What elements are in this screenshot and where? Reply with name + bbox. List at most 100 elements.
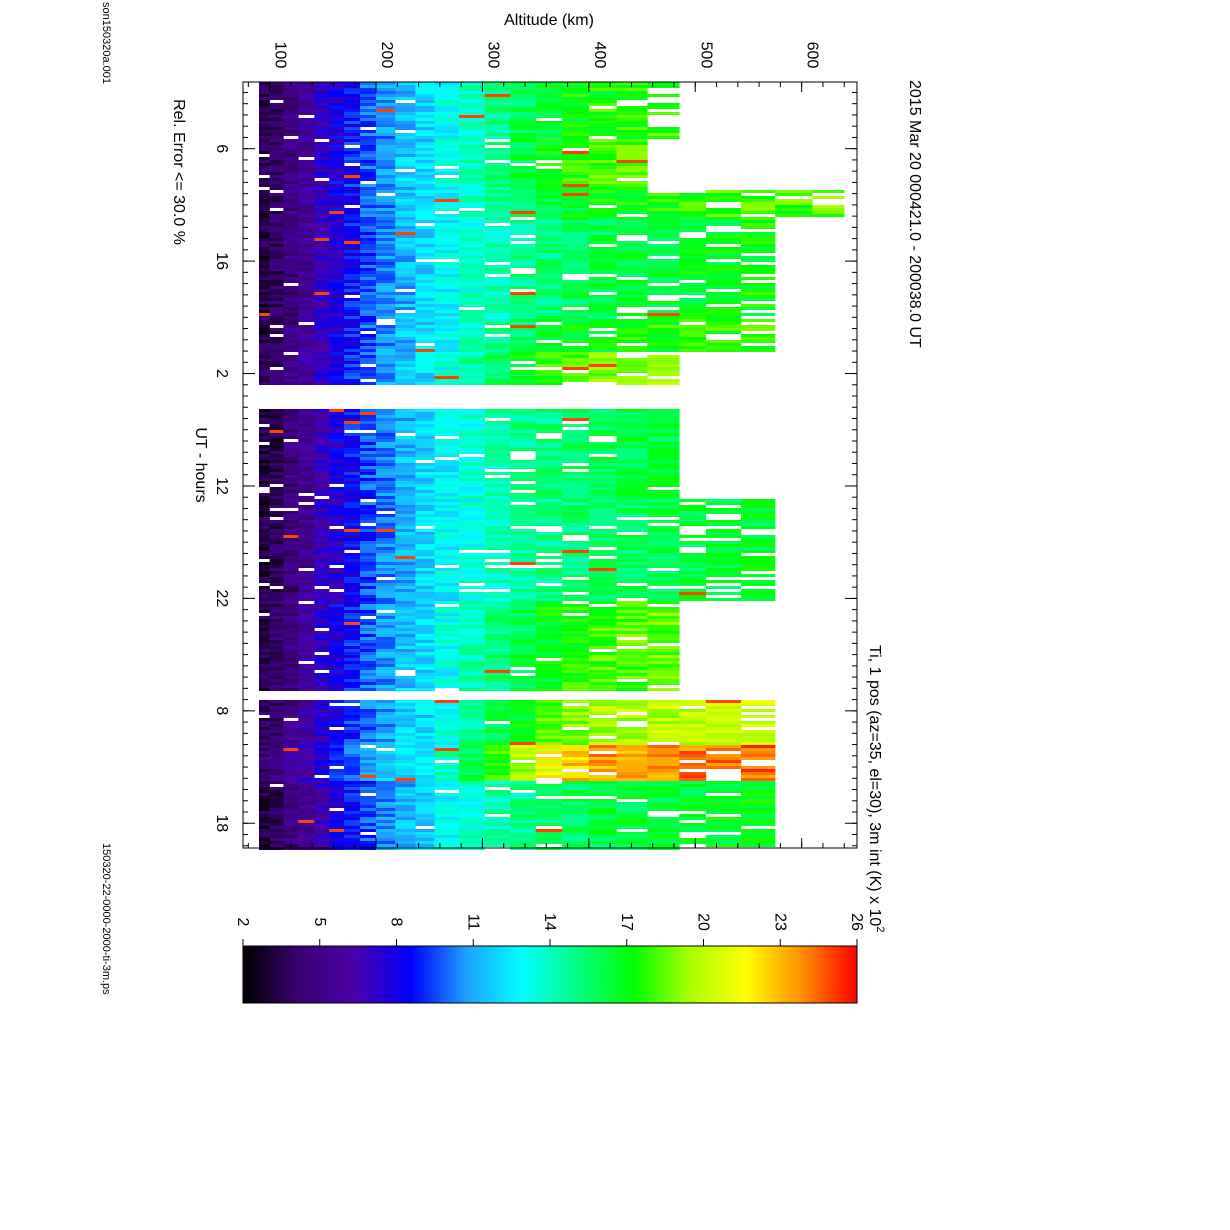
heatmap-cell	[434, 616, 460, 619]
heatmap-cell	[269, 625, 284, 628]
heatmap-cell	[376, 139, 396, 142]
heatmap-cell	[415, 844, 435, 847]
heatmap-cell	[329, 625, 345, 628]
heatmap-cell	[344, 538, 361, 541]
heatmap-cell	[344, 214, 361, 217]
heatmap-cell	[314, 526, 330, 529]
heatmap-cell	[259, 604, 270, 607]
heatmap-cell	[344, 154, 361, 157]
heatmap-cell	[395, 601, 416, 604]
heatmap-cell	[616, 613, 648, 616]
heatmap-cell	[484, 373, 511, 376]
heatmap-cell	[329, 439, 345, 442]
heatmap-cell	[269, 229, 284, 232]
heatmap-cell	[360, 373, 377, 376]
heatmap-cell	[283, 601, 299, 604]
heatmap-cell	[616, 700, 648, 703]
heatmap-cell	[415, 643, 435, 646]
heatmap-cell	[434, 286, 460, 289]
heatmap-cell	[812, 205, 845, 208]
heatmap-cell	[459, 784, 485, 787]
heatmap-cell	[283, 175, 299, 178]
heatmap-cell	[415, 772, 435, 775]
heatmap-cell	[329, 829, 345, 832]
heatmap-cell	[415, 625, 435, 628]
heatmap-cell	[415, 304, 435, 307]
heatmap-cell	[705, 799, 742, 802]
heatmap-cell	[588, 676, 617, 679]
heatmap-cell	[588, 682, 617, 685]
heatmap-cell	[510, 499, 536, 502]
heatmap-cell	[395, 214, 416, 217]
heatmap-cell	[329, 634, 345, 637]
heatmap-cell	[459, 757, 485, 760]
heatmap-cell	[535, 169, 563, 172]
heatmap-cell	[484, 340, 511, 343]
heatmap-cell	[329, 442, 345, 445]
heatmap-cell	[588, 499, 617, 502]
heatmap-cell	[679, 289, 707, 292]
heatmap-cell	[434, 343, 460, 346]
heatmap-cell	[314, 286, 330, 289]
heatmap-cell	[269, 703, 284, 706]
heatmap-cell	[395, 826, 416, 829]
heatmap-cell	[434, 133, 460, 136]
heatmap-cell	[434, 223, 460, 226]
heatmap-cell	[259, 739, 270, 742]
heatmap-cell	[484, 658, 511, 661]
heatmap-cell	[344, 523, 361, 526]
heatmap-cell	[459, 541, 485, 544]
heatmap-cell	[616, 157, 648, 160]
heatmap-cell	[329, 178, 345, 181]
heatmap-cell	[459, 427, 485, 430]
heatmap-cell	[616, 667, 648, 670]
heatmap-cell	[588, 112, 617, 115]
heatmap-cell	[360, 727, 377, 730]
heatmap-cell	[705, 523, 742, 526]
heatmap-cell	[434, 589, 460, 592]
heatmap-cell	[298, 169, 315, 172]
heatmap-cell	[679, 721, 707, 724]
heatmap-cell	[360, 313, 377, 316]
heatmap-cell	[616, 241, 648, 244]
heatmap-cell	[415, 373, 435, 376]
heatmap-cell	[344, 757, 361, 760]
heatmap-cell	[259, 367, 270, 370]
heatmap-cell	[562, 805, 590, 808]
heatmap-cell	[344, 595, 361, 598]
heatmap-cell	[459, 679, 485, 682]
heatmap-cell	[510, 247, 536, 250]
heatmap-cell	[705, 520, 742, 523]
heatmap-cell	[314, 160, 330, 163]
heatmap-cell	[259, 145, 270, 148]
heatmap-cell	[434, 661, 460, 664]
heatmap-cell	[616, 511, 648, 514]
heatmap-cell	[283, 784, 299, 787]
heatmap-cell	[360, 757, 377, 760]
heatmap-cell	[314, 535, 330, 538]
heatmap-cell	[269, 601, 284, 604]
heatmap-cell	[434, 475, 460, 478]
heatmap-cell	[395, 553, 416, 556]
heatmap-cell	[705, 703, 742, 706]
heatmap-cell	[269, 316, 284, 319]
heatmap-cell	[298, 760, 315, 763]
heatmap-cell	[298, 763, 315, 766]
heatmap-cell	[360, 103, 377, 106]
heatmap-cell	[434, 139, 460, 142]
heatmap-cell	[395, 475, 416, 478]
heatmap-cell	[329, 148, 345, 151]
heatmap-cell	[484, 757, 511, 760]
heatmap-cell	[434, 784, 460, 787]
heatmap-cell	[329, 835, 345, 838]
heatmap-cell	[259, 841, 270, 844]
heatmap-cell	[741, 328, 776, 331]
heatmap-cell	[535, 724, 563, 727]
heatmap-cell	[269, 616, 284, 619]
heatmap-cell	[588, 142, 617, 145]
heatmap-cell	[329, 313, 345, 316]
heatmap-cell	[344, 811, 361, 814]
heatmap-cell	[434, 808, 460, 811]
heatmap-cell	[415, 754, 435, 757]
heatmap-cell	[562, 88, 590, 91]
